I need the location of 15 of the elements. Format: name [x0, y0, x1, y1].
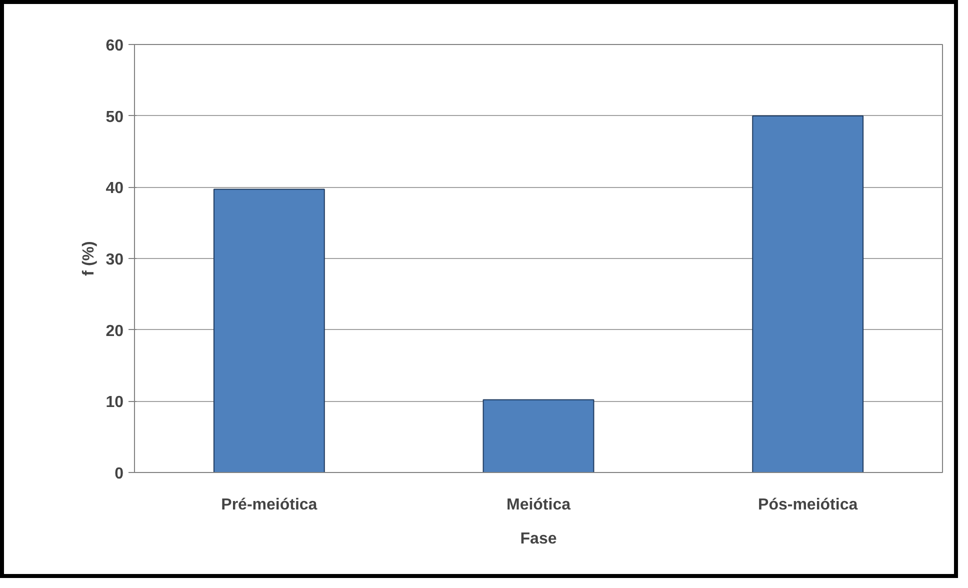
y-tick-label: 40 [106, 180, 124, 198]
y-tick-label: 10 [106, 394, 124, 412]
y-axis-title: f (%) [80, 241, 98, 276]
y-tick-label: 50 [106, 108, 124, 126]
bar [213, 188, 325, 472]
y-tick-label: 20 [106, 322, 124, 340]
x-tick-label: Meiótica [506, 496, 571, 514]
bar [482, 399, 594, 472]
y-tick-label: 60 [106, 38, 124, 54]
y-tick-label: 30 [106, 252, 124, 268]
x-tick-label: Pré-meiótica [221, 496, 318, 514]
bar [752, 115, 864, 472]
y-tick-label: 0 [114, 466, 124, 482]
x-tick-label: Pós-meiótica [758, 496, 858, 514]
x-axis-title: Fase [520, 530, 557, 548]
